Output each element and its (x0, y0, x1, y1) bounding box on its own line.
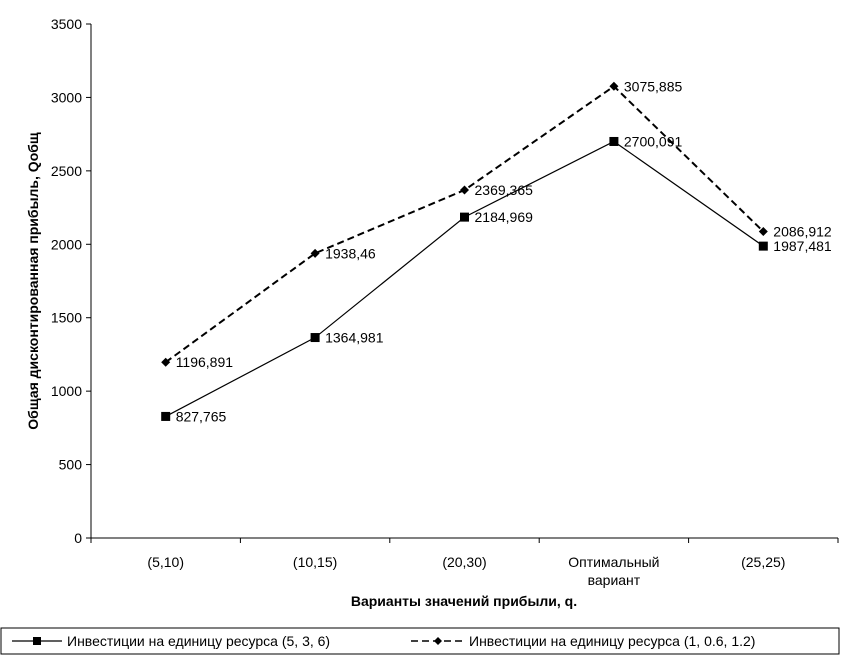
series-2-data-label: 2086,912 (773, 224, 832, 240)
series-2-point (758, 227, 768, 237)
series-2-point (310, 248, 320, 258)
y-tick-label: 3000 (51, 89, 82, 105)
plot-area (90, 24, 838, 539)
series-2-data-label: 3075,885 (624, 78, 683, 94)
legend-label-series-2: Инвестиции на единицу ресурса (1, 0.6, 1… (469, 633, 755, 649)
x-tick-label: (10,15) (293, 554, 337, 570)
x-tick-label: (20,30) (442, 554, 486, 570)
x-tick-label: (25,25) (741, 554, 785, 570)
series-2-data-label: 1938,46 (325, 245, 376, 261)
series-1-data-label: 2184,969 (475, 209, 534, 225)
legend-box (0, 627, 840, 655)
y-tick-label: 0 (74, 530, 82, 546)
y-tick-label: 1500 (51, 310, 82, 326)
x-axis-title: Варианты значений прибыли, q. (351, 593, 577, 609)
legend-label-series-1: Инвестиции на единицу ресурса (5, 3, 6) (67, 633, 330, 649)
series-2-data-label: 2369,365 (475, 182, 534, 198)
y-axis-ticks: 0 500 1000 1500 2000 2500 3000 3500 (51, 16, 91, 546)
legend-marker-series-2 (434, 637, 442, 645)
series-1-point (161, 411, 171, 421)
series-1-point (609, 136, 619, 146)
series-2-point (609, 81, 619, 91)
series-layer: 827,765 1364,981 2184,969 2700,091 1987,481 1… (161, 78, 832, 424)
series-1-point (460, 212, 469, 222)
series-1-data-label: 1364,981 (325, 330, 384, 346)
series-1-point (758, 241, 768, 251)
legend-marker-series-1 (33, 637, 41, 645)
series-2-point (161, 357, 171, 367)
x-tick-label: (5,10) (147, 554, 184, 570)
y-tick-label: 3500 (51, 16, 82, 32)
x-axis-ticks: (5,10) (10,15) (20,30) Оптимальный вариант (2… (90, 538, 839, 588)
series-1-line (165, 140, 764, 417)
series-1-data-label: 827,765 (176, 408, 227, 424)
y-tick-label: 2500 (51, 163, 82, 179)
y-axis-title: Общая дисконтированная прибыль, Qобщ (25, 132, 41, 430)
series-1-data-label: 2700,091 (624, 133, 683, 149)
series-2-line (165, 84, 764, 364)
series-2-data-label: 1196,891 (176, 354, 234, 370)
y-tick-label: 1000 (51, 383, 82, 399)
series-1-data-label: 1987,481 (773, 238, 832, 254)
series-1-point (310, 333, 320, 343)
x-tick-label: Оптимальный (568, 554, 659, 570)
y-tick-label: 500 (59, 457, 83, 473)
y-tick-label: 2000 (51, 236, 82, 252)
series-2-point (460, 185, 469, 195)
legend: Инвестиции на единицу ресурса (5, 3, 6) … (0, 627, 840, 655)
x-tick-label: вариант (588, 572, 641, 588)
